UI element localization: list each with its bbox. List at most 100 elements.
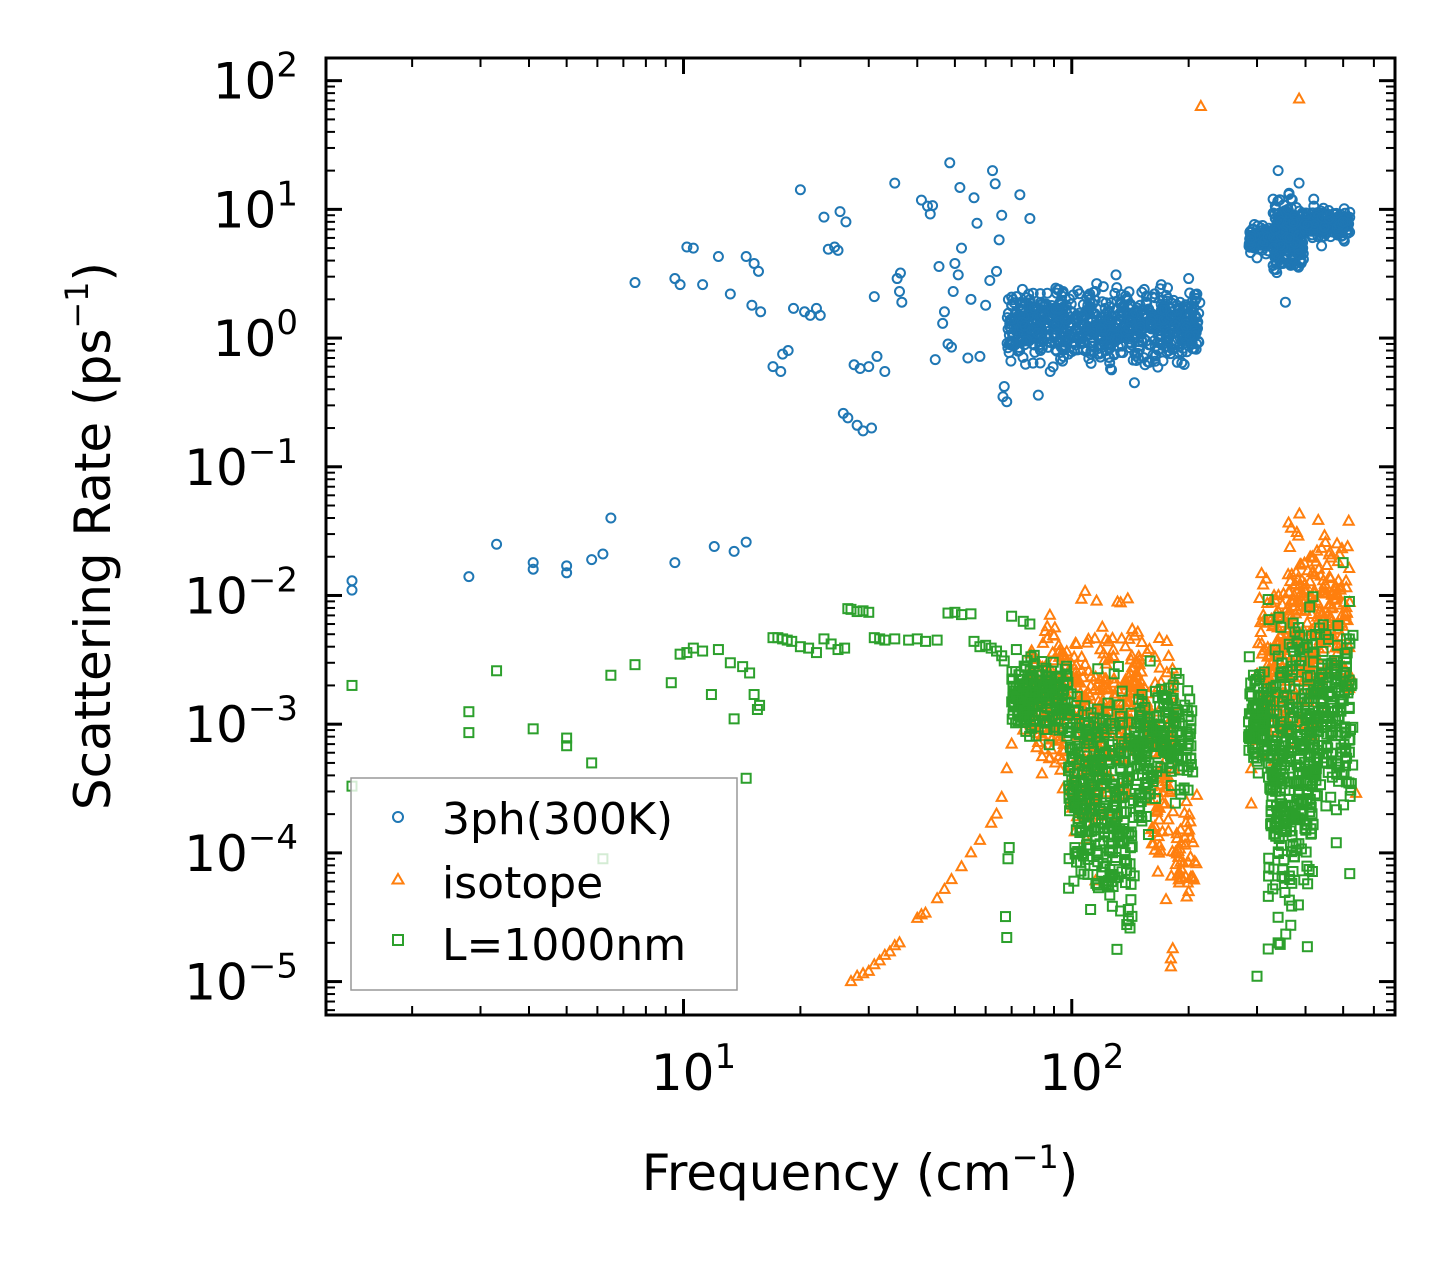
- data-point-l-1000nm: [1160, 691, 1172, 703]
- legend: 3ph(300K) isotope L=1000nm: [350, 777, 738, 991]
- legend-label-3ph: 3ph(300K): [442, 794, 673, 845]
- data-point-isotope: [1040, 631, 1054, 644]
- data-point-isotope: [1303, 574, 1317, 587]
- data-point-3ph-300k-: [1106, 364, 1118, 376]
- data-point-l-1000nm: [1272, 650, 1284, 662]
- data-point-l-1000nm: [1158, 730, 1170, 742]
- data-point-3ph-300k-: [1184, 330, 1196, 342]
- data-point-isotope: [1097, 672, 1112, 685]
- data-point-l-1000nm: [1088, 824, 1100, 836]
- data-point-l-1000nm: [1306, 808, 1318, 820]
- y-tick-label-exponent: 0: [276, 303, 298, 343]
- data-point-3ph-300k-: [1168, 319, 1180, 331]
- data-point-l-1000nm: [1293, 776, 1305, 788]
- data-point-l-1000nm: [1061, 660, 1073, 672]
- data-point-3ph-300k-: [1089, 286, 1101, 298]
- data-point-3ph-300k-: [697, 279, 709, 291]
- data-point-l-1000nm: [1327, 712, 1339, 724]
- data-point-isotope: [1095, 619, 1110, 632]
- data-point-l-1000nm: [1295, 775, 1307, 787]
- data-point-isotope: [1275, 597, 1290, 610]
- data-point-l-1000nm: [1272, 937, 1284, 949]
- data-point-3ph-300k-: [782, 345, 794, 357]
- data-point-l-1000nm: [1064, 725, 1076, 737]
- data-point-isotope: [1183, 849, 1198, 862]
- data-point-l-1000nm: [737, 661, 749, 673]
- data-point-3ph-300k-: [1080, 343, 1092, 355]
- data-point-isotope: [1081, 663, 1096, 676]
- data-point-l-1000nm: [1263, 862, 1275, 874]
- data-point-3ph-300k-: [954, 181, 966, 193]
- data-point-3ph-300k-: [998, 381, 1010, 393]
- x-tick-label-exponent: 2: [1103, 1037, 1125, 1077]
- data-point-l-1000nm: [1330, 837, 1342, 849]
- data-point-l-1000nm: [1131, 718, 1143, 730]
- data-point-l-1000nm: [1133, 693, 1145, 705]
- data-point-l-1000nm: [1069, 768, 1081, 780]
- data-point-l-1000nm: [1139, 792, 1151, 804]
- data-point-isotope: [1161, 823, 1176, 836]
- data-point-3ph-300k-: [1079, 312, 1091, 324]
- data-point-l-1000nm: [1010, 717, 1022, 729]
- data-point-isotope: [892, 935, 907, 948]
- data-point-isotope: [1000, 761, 1014, 774]
- data-point-3ph-300k-: [1078, 337, 1090, 349]
- data-point-l-1000nm: [1296, 693, 1308, 705]
- data-point-isotope: [1088, 631, 1102, 644]
- data-point-l-1000nm: [1144, 655, 1156, 667]
- data-point-3ph-300k-: [1084, 293, 1096, 305]
- data-point-l-1000nm: [1092, 663, 1104, 675]
- data-point-l-1000nm: [1264, 782, 1276, 794]
- y-tick-label-base: 10: [213, 310, 277, 368]
- data-point-l-1000nm: [1098, 729, 1110, 741]
- data-point-3ph-300k-: [938, 306, 950, 318]
- data-point-isotope: [964, 845, 978, 858]
- data-point-3ph-300k-: [527, 557, 539, 569]
- y-tick-label-exponent: 2: [276, 46, 298, 86]
- data-point-3ph-300k-: [755, 306, 767, 318]
- data-point-l-1000nm: [744, 667, 756, 679]
- data-point-isotope: [872, 953, 887, 966]
- data-point-3ph-300k-: [956, 242, 968, 254]
- data-point-isotope: [914, 907, 929, 920]
- data-point-3ph-300k-: [1095, 342, 1107, 354]
- data-point-isotope: [1311, 512, 1325, 525]
- data-point-l-1000nm: [1265, 682, 1277, 694]
- x-axis-label-end: ): [1059, 1144, 1079, 1202]
- data-point-l-1000nm: [1332, 729, 1344, 741]
- data-point-3ph-300k-: [1163, 327, 1175, 339]
- data-point-l-1000nm: [1265, 805, 1277, 817]
- data-point-isotope: [1297, 660, 1311, 673]
- data-point-3ph-300k-: [871, 350, 883, 362]
- data-point-l-1000nm: [1325, 791, 1337, 803]
- data-point-3ph-300k-: [989, 178, 1001, 190]
- data-point-l-1000nm: [1020, 661, 1032, 673]
- data-point-l-1000nm: [1124, 842, 1136, 854]
- data-point-l-1000nm: [1328, 655, 1340, 667]
- data-point-3ph-300k-: [669, 557, 681, 569]
- data-point-3ph-300k-: [1027, 357, 1039, 369]
- data-point-l-1000nm: [1327, 702, 1339, 714]
- data-point-l-1000nm: [1075, 856, 1087, 868]
- data-point-l-1000nm: [712, 644, 724, 656]
- data-point-l-1000nm: [1269, 771, 1281, 783]
- data-point-3ph-300k-: [1191, 288, 1203, 300]
- data-point-l-1000nm: [1344, 734, 1356, 746]
- data-point-isotope: [1340, 613, 1354, 626]
- data-point-isotope: [1189, 856, 1203, 869]
- data-point-isotope: [1310, 543, 1324, 556]
- data-point-3ph-300k-: [1308, 193, 1320, 205]
- data-point-l-1000nm: [810, 647, 822, 659]
- data-point-3ph-300k-: [1123, 342, 1135, 354]
- data-point-l-1000nm: [1308, 747, 1320, 759]
- data-point-l-1000nm: [1013, 669, 1025, 681]
- data-point-l-1000nm: [1347, 629, 1359, 641]
- data-point-3ph-300k-: [1300, 210, 1312, 222]
- data-point-3ph-300k-: [1282, 203, 1294, 215]
- data-point-l-1000nm: [1265, 818, 1277, 830]
- data-point-l-1000nm: [1182, 738, 1194, 750]
- data-point-l-1000nm: [1272, 911, 1284, 923]
- data-point-l-1000nm: [1275, 839, 1287, 851]
- data-point-3ph-300k-: [1337, 216, 1349, 228]
- data-point-l-1000nm: [1151, 710, 1163, 722]
